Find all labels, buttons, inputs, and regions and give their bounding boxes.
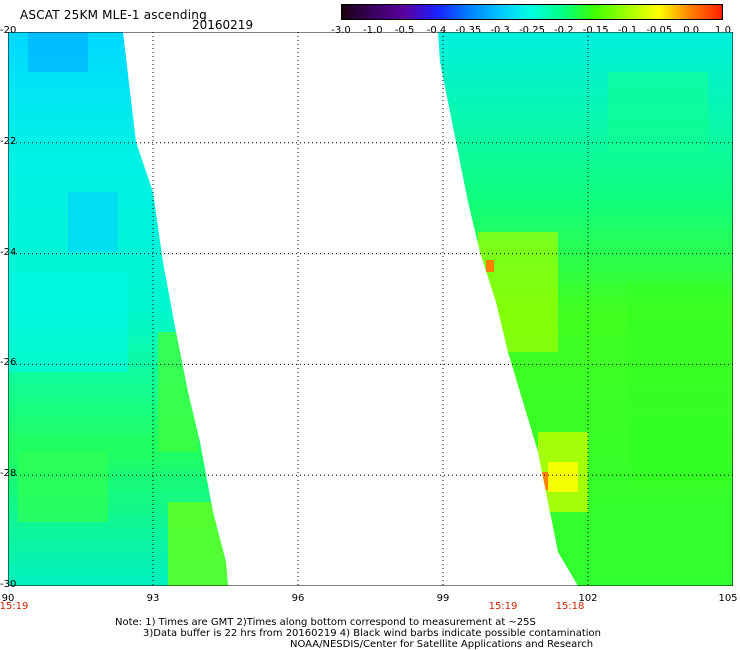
colorbar-tick: 1.0 <box>715 25 731 36</box>
colorbar-tick: -3.0 <box>331 25 351 36</box>
colorbar-tick: -0.2 <box>554 25 574 36</box>
lon-label: 96 <box>291 593 305 604</box>
lon-label: 99 <box>436 593 450 604</box>
swath-time-right-start: 15:19 <box>488 601 518 612</box>
colorbar-tick: -0.05 <box>646 25 673 36</box>
lon-label: 90 <box>1 593 15 604</box>
colorbar-tick: -0.35 <box>455 25 482 36</box>
colorbar-tick: -0.3 <box>490 25 510 36</box>
note-line-1: Note: 1) Times are GMT 2)Times along bot… <box>115 617 536 628</box>
lat-label: -24 <box>0 246 17 258</box>
lat-label: -30 <box>0 579 17 590</box>
colorbar-tick: -0.1 <box>617 25 638 36</box>
chart-title: ASCAT 25KM MLE-1 ascending <box>20 8 207 22</box>
lat-label: -20 <box>0 25 17 36</box>
swath-map <box>8 32 733 586</box>
colorbar-tick: -0.25 <box>519 25 545 36</box>
colorbar-tick: -1.0 <box>363 25 383 36</box>
note-line-3: NOAA/NESDIS/Center for Satellite Applica… <box>290 639 594 650</box>
colorbar-tick: 0.0 <box>683 25 700 36</box>
lon-label: 93 <box>146 593 160 604</box>
lon-label: 102 <box>578 593 598 604</box>
colorbar-tick: -0.5 <box>394 25 415 36</box>
swath-time-left: 15:19 <box>0 601 29 612</box>
lon-label: 105 <box>718 593 738 604</box>
lat-label: -22 <box>0 135 17 147</box>
note-line-2: 3)Data buffer is 22 hrs from 20160219 4)… <box>143 628 601 639</box>
swath-time-right-end: 15:18 <box>555 601 585 612</box>
map-area <box>8 32 733 586</box>
lat-label: -26 <box>0 357 17 369</box>
colorbar-tick: -0.4 <box>426 25 447 36</box>
colorbar <box>341 4 723 20</box>
colorbar-tick: -0.15 <box>582 25 609 36</box>
chart-date: 20160219 <box>192 18 254 32</box>
lat-label: -28 <box>0 468 17 480</box>
